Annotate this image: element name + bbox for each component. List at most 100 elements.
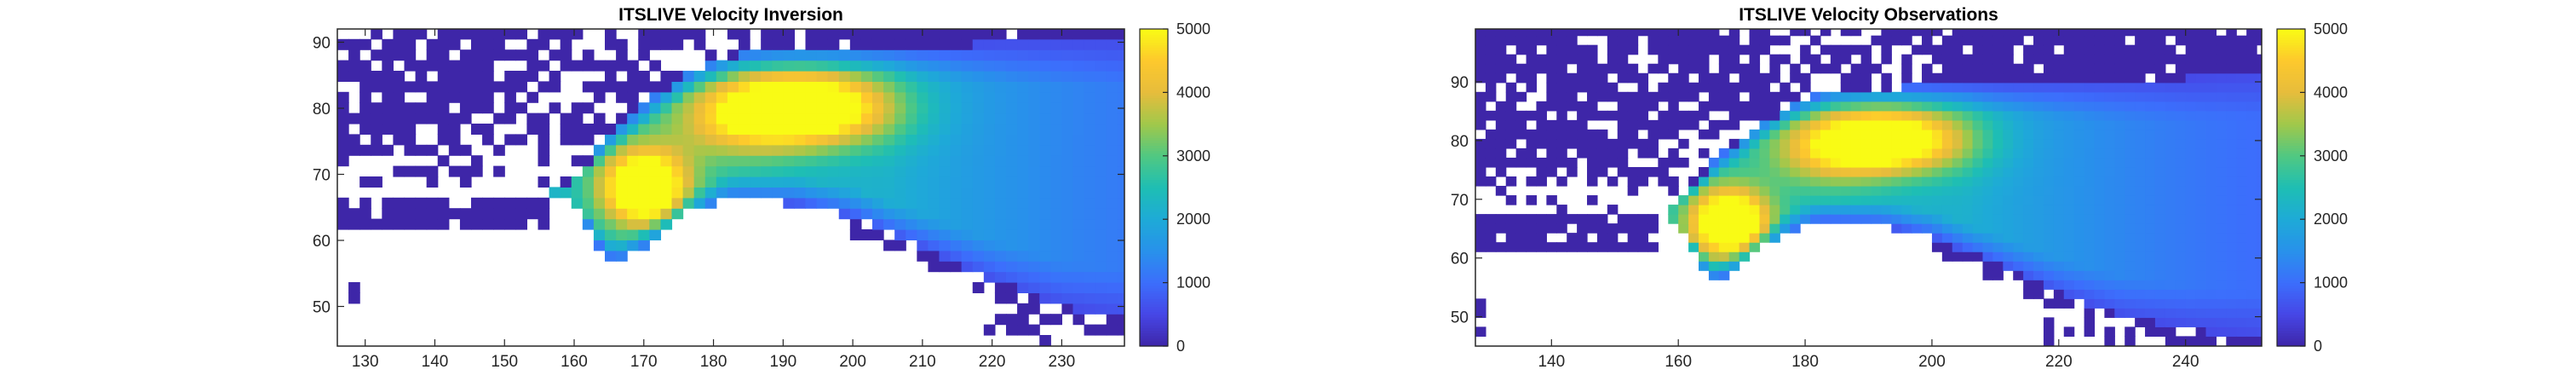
colorbar-strip (2277, 234, 2305, 239)
x-tick-label: 160 (1665, 353, 1692, 371)
colorbar-strip (1140, 232, 1168, 236)
colorbar-strip (2277, 47, 2305, 51)
colorbar-strip (2277, 190, 2305, 194)
colorbar-tick-label: 0 (1176, 338, 1185, 355)
colorbar-strip (2277, 37, 2305, 40)
colorbar-strip (2277, 219, 2305, 222)
colorbar-strip (2277, 229, 2305, 234)
colorbar-strip (1140, 245, 1168, 249)
colorbar-strip (1140, 293, 1168, 297)
colorbar-tick-label: 4000 (1176, 84, 1210, 101)
colorbar-strip (2277, 97, 2305, 101)
colorbar-strip (2277, 166, 2305, 170)
colorbar-strip (2277, 111, 2305, 114)
colorbar-strip (1140, 82, 1168, 85)
colorbar-strip (1140, 285, 1168, 289)
colorbar-strip (1140, 169, 1168, 172)
colorbar-strip (2277, 290, 2305, 294)
colorbar-strip (2277, 182, 2305, 186)
colorbar-strip (2277, 171, 2305, 176)
y-tick-label: 70 (313, 167, 331, 185)
colorbar-strip (2277, 188, 2305, 191)
colorbar-strip (1140, 147, 1168, 152)
colorbar-strip (1140, 155, 1168, 159)
colorbar-strip (2277, 285, 2305, 289)
colorbar-strip (2277, 267, 2305, 270)
colorbar-tick-label: 4000 (2314, 84, 2348, 101)
x-tick-label: 210 (909, 353, 936, 371)
colorbar-strip (1140, 222, 1168, 225)
colorbar-strip (2277, 84, 2305, 88)
colorbar-strip (1140, 261, 1168, 265)
colorbar-strip (1140, 303, 1168, 308)
colorbar-strip (1140, 63, 1168, 66)
colorbar-box (2276, 28, 2306, 347)
colorbar-strip (1140, 73, 1168, 78)
colorbar-strip (1140, 32, 1168, 35)
colorbar-strip (1140, 184, 1168, 188)
colorbar-strip (1140, 71, 1168, 75)
colorbar-strip (2277, 39, 2305, 43)
colorbar-strip (2277, 105, 2305, 109)
chart-title: ITSLIVE Velocity Observations (1739, 5, 1998, 25)
x-tick-label: 140 (1538, 353, 1565, 371)
colorbar-strip (2277, 179, 2305, 183)
colorbar-strip (2277, 340, 2305, 344)
colorbar-strip (2277, 195, 2305, 199)
colorbar-strip (2277, 232, 2305, 236)
x-tick-label: 200 (839, 353, 866, 371)
colorbar-strip (2277, 118, 2305, 123)
colorbar-strip (1140, 195, 1168, 199)
colorbar-strip (2277, 287, 2305, 292)
colorbar-strip (1140, 306, 1168, 310)
colorbar-strip (2277, 135, 2305, 138)
colorbar-strip (1140, 76, 1168, 80)
colorbar-strip (2277, 153, 2305, 157)
colorbar-strip (1140, 124, 1168, 128)
colorbar-strip (1140, 237, 1168, 241)
colorbar-strip (2277, 44, 2305, 49)
x-tick-label: 140 (422, 353, 449, 371)
colorbar-strip (2277, 332, 2305, 337)
colorbar-strip (1140, 240, 1168, 244)
colorbar-strip (1140, 131, 1168, 136)
colorbar-strip (1140, 193, 1168, 196)
colorbar-strip (1140, 296, 1168, 299)
colorbar-strip (2277, 78, 2305, 83)
observations-panel: ITSLIVE Velocity Observations 140 160 180 20… (1451, 5, 2348, 371)
colorbar-strip (2277, 29, 2305, 32)
colorbar-strip (1140, 44, 1168, 49)
colorbar-strip (1140, 217, 1168, 220)
colorbar-strip (2277, 217, 2305, 220)
colorbar-strip (2277, 227, 2305, 231)
colorbar-strip (2277, 335, 2305, 339)
colorbar-strip (2277, 150, 2305, 154)
colorbar-strip (2277, 311, 2305, 315)
colorbar-strip (1140, 135, 1168, 138)
colorbar-strip (1140, 182, 1168, 186)
colorbar-strip (1140, 280, 1168, 284)
colorbar-strip (2277, 306, 2305, 310)
colorbar-strip (1140, 243, 1168, 246)
colorbar-strip (2277, 108, 2305, 112)
colorbar-strip (1140, 102, 1168, 107)
colorbar-strip (2277, 274, 2305, 278)
colorbar-strip (1140, 227, 1168, 231)
colorbar-strip (1140, 272, 1168, 275)
colorbar-strip (2277, 327, 2305, 331)
colorbar-strip (2277, 82, 2305, 85)
colorbar-strip (2277, 131, 2305, 136)
colorbar-strip (2277, 243, 2305, 246)
colorbar-strip (2277, 282, 2305, 286)
x-tick-label: 220 (979, 353, 1006, 371)
colorbar-strip (2277, 142, 2305, 146)
colorbar-strip (2277, 121, 2305, 125)
colorbar-tick-label: 3000 (1176, 147, 1210, 165)
colorbar-strip (1140, 34, 1168, 38)
colorbar-strip (1140, 161, 1168, 165)
colorbar-strip (2277, 58, 2305, 61)
colorbar-strip (1140, 287, 1168, 292)
colorbar-strip (1140, 111, 1168, 114)
colorbar-strip (1140, 188, 1168, 191)
colorbar-strip (1140, 140, 1168, 143)
